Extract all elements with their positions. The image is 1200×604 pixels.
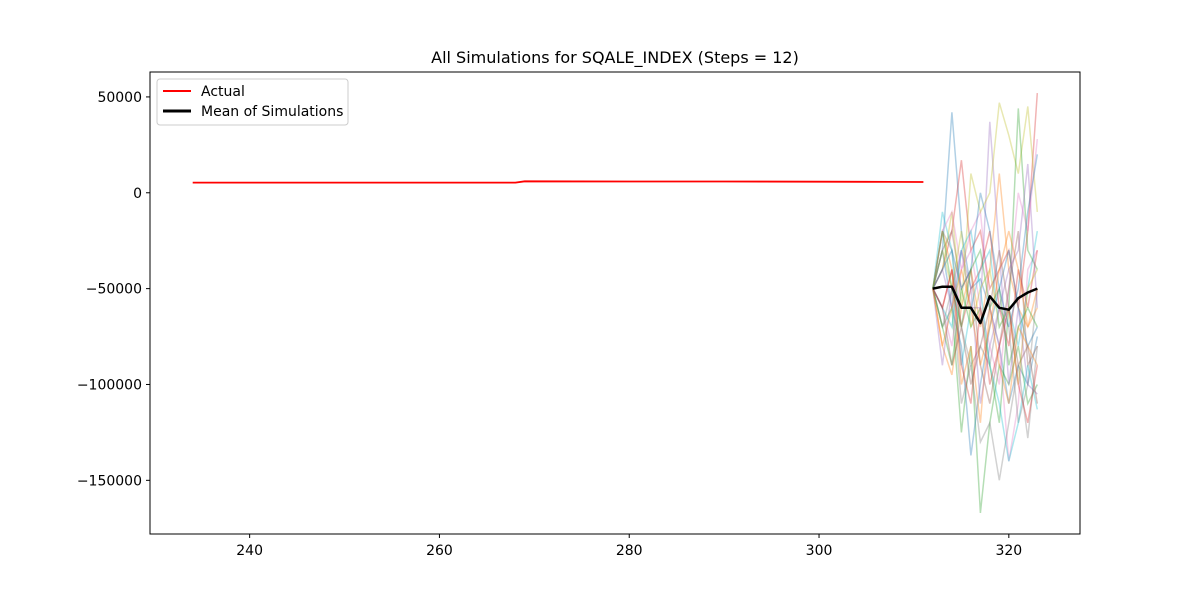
simulation-line (932, 163, 1039, 404)
plot-frame (149, 71, 1081, 535)
simulation-line (932, 154, 1039, 328)
simulation-line (932, 288, 1038, 513)
simulation-line (932, 209, 1038, 462)
x-tick-label: 240 (236, 543, 263, 559)
simulation-line (932, 250, 1039, 404)
actual-series-line (192, 180, 924, 184)
series-lines (192, 180, 1038, 325)
simulation-line (932, 269, 1039, 423)
legend-label-actual: Actual (201, 84, 245, 100)
x-tick-label: 280 (616, 543, 643, 559)
x-axis: 240 260 280 300 320 (236, 534, 1022, 559)
simulation-line (932, 288, 1039, 481)
simulation-line (932, 121, 1038, 395)
y-tick-label: −50000 (86, 282, 142, 298)
simulation-line (932, 139, 1039, 385)
y-tick-label: −150000 (77, 473, 142, 489)
simulation-line (932, 228, 1038, 404)
chart-title: All Simulations for SQALE_INDEX (Steps =… (431, 48, 799, 68)
x-tick-label: 300 (806, 543, 833, 559)
simulation-line (932, 230, 1038, 385)
simulation-lines (932, 93, 1039, 513)
simulation-line (932, 228, 1039, 462)
mean-series-line (932, 285, 1038, 325)
simulation-line (932, 230, 1039, 366)
plot-area (150, 72, 1080, 534)
simulation-line (932, 230, 1038, 366)
y-tick-label: 50000 (97, 90, 142, 106)
simulation-line (932, 102, 1039, 308)
y-axis: 50000 0 −50000 −100000 −150000 (77, 90, 150, 489)
simulation-line (932, 230, 1039, 347)
simulation-line (932, 108, 1038, 423)
y-tick-label: 0 (133, 186, 142, 202)
simulation-line (932, 173, 1038, 376)
simulation-line (932, 228, 1039, 423)
simulation-line (932, 93, 1039, 308)
simulation-line (932, 211, 1039, 366)
x-tick-label: 320 (995, 543, 1022, 559)
legend-label-mean: Mean of Simulations (201, 104, 343, 120)
simulation-line (932, 230, 1038, 423)
y-tick-label: −100000 (77, 377, 142, 393)
legend-box (156, 78, 349, 126)
simulation-line (932, 112, 1039, 404)
x-tick-label: 260 (426, 543, 453, 559)
legend: Actual Mean of Simulations (156, 78, 349, 126)
simulation-line (932, 250, 1038, 456)
